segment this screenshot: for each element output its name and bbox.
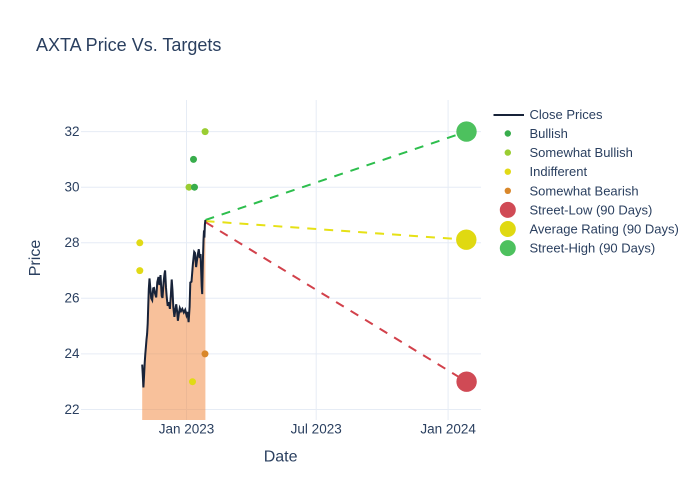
svg-text:Jan 2024: Jan 2024 (420, 422, 476, 437)
svg-text:Street-High (90 Days): Street-High (90 Days) (530, 241, 656, 256)
svg-text:Jan 2023: Jan 2023 (159, 422, 215, 437)
svg-text:26: 26 (64, 291, 79, 306)
svg-text:Date: Date (264, 449, 298, 466)
svg-text:Somewhat Bullish: Somewhat Bullish (530, 145, 633, 160)
svg-text:Average Rating (90 Days): Average Rating (90 Days) (530, 222, 679, 237)
svg-text:Somewhat Bearish: Somewhat Bearish (530, 183, 639, 198)
svg-text:Street-Low (90 Days): Street-Low (90 Days) (530, 202, 653, 217)
svg-text:32: 32 (64, 124, 79, 139)
svg-text:AXTA Price Vs. Targets: AXTA Price Vs. Targets (36, 35, 221, 55)
svg-text:Price: Price (27, 240, 44, 277)
svg-text:Jul 2023: Jul 2023 (291, 422, 342, 437)
svg-text:24: 24 (64, 346, 80, 361)
svg-text:Close Prices: Close Prices (530, 107, 603, 122)
svg-text:Bullish: Bullish (530, 126, 568, 141)
svg-text:30: 30 (64, 180, 79, 195)
svg-text:28: 28 (64, 235, 79, 250)
svg-text:Indifferent: Indifferent (530, 164, 588, 179)
svg-text:22: 22 (64, 402, 79, 417)
